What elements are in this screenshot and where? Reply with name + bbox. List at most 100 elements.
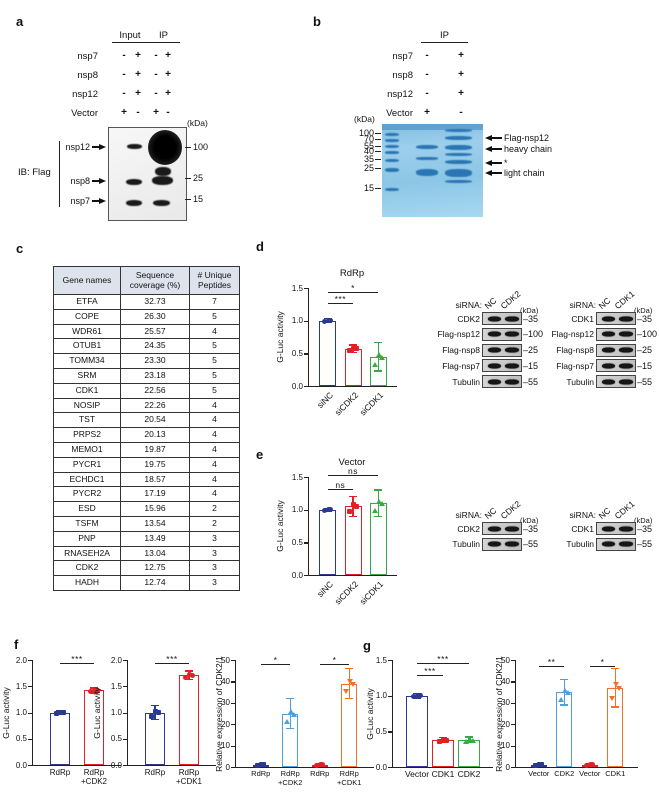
condition-sign: - — [154, 88, 158, 99]
marker-value: –55 — [637, 376, 653, 387]
ladder-band — [385, 188, 399, 191]
x-category-label: Vector — [404, 769, 430, 779]
marker-value: 40 — [363, 146, 374, 156]
protein-band — [505, 316, 519, 321]
y-tick-label: 40 — [501, 676, 510, 686]
vector-lane-band — [416, 169, 438, 176]
data-bar — [145, 712, 165, 765]
marker-tick — [185, 178, 191, 180]
table-cell: 19.87 — [120, 441, 190, 458]
table-cell: 4 — [189, 456, 240, 473]
y-tick-label: 0.0 — [291, 570, 303, 580]
marker-value: –100 — [637, 329, 658, 340]
blot-row: Flag-nsp8 –25 — [538, 343, 658, 357]
y-tick-label: 1.0 — [291, 316, 303, 326]
table-row: NOSIP 22.26 4 — [53, 397, 240, 414]
ladder-band — [385, 145, 399, 148]
y-axis-label: G-Luc activity — [92, 686, 102, 739]
table-cell: TOMM34 — [53, 353, 121, 369]
data-point-tri — [379, 354, 386, 360]
x-category-label: RdRp — [310, 769, 330, 778]
protein-band — [505, 541, 519, 547]
protein-band — [505, 379, 519, 385]
blot-membrane — [482, 327, 522, 341]
protein-band — [619, 379, 633, 385]
table-cell: 22.56 — [120, 382, 190, 399]
arrow-line — [492, 162, 502, 164]
y-tick-label: 1.5 — [291, 472, 303, 482]
table-header: Sequence coverage (%) — [120, 266, 190, 295]
table-cell: 32.73 — [120, 294, 190, 310]
table-cell: 23.18 — [120, 367, 190, 384]
significance-line: *** — [155, 654, 189, 664]
table-row: ESD 15.96 2 — [53, 501, 240, 517]
y-tick-label: 1.5 — [110, 681, 122, 691]
kda-unit-label: (kDa) — [520, 306, 539, 315]
blot-row: Flag-nsp12 –100 — [538, 327, 658, 341]
y-tick-label: 0.5 — [375, 726, 387, 736]
y-axis-tick — [28, 738, 33, 740]
y-tick-label: 0.5 — [15, 734, 27, 744]
significance-line: ** — [538, 657, 565, 668]
error-bar-cap — [286, 697, 295, 700]
error-bar-cap — [345, 667, 354, 670]
significance-label: *** — [437, 653, 449, 664]
table-cell: 4 — [189, 441, 240, 458]
data-point-square — [440, 737, 446, 743]
coomassie-gel — [382, 124, 483, 217]
y-tick-label: 1.5 — [15, 681, 27, 691]
condition-sign: + — [165, 88, 171, 99]
arrow-right-icon — [99, 144, 106, 150]
y-tick-label: 2.0 — [110, 655, 122, 665]
blot-row: Flag-nsp8 –25 — [424, 343, 544, 357]
significance-line: * — [589, 657, 616, 668]
y-axis-tick — [388, 731, 393, 733]
blot-sicdk1-vector: siRNA: NC CDK1 (kDa) CDK1 –35 Tubulin –55 — [538, 498, 658, 554]
significance-label: * — [332, 655, 337, 666]
condition-sign: + — [458, 88, 464, 99]
table-row: COPE 26.30 5 — [53, 308, 240, 325]
table-cell: 5 — [189, 338, 240, 355]
protein-band — [619, 541, 633, 547]
y-axis-label: G-Luc activity — [1, 686, 11, 739]
table-cell: 3 — [189, 530, 240, 547]
table-row: WDR61 25.57 4 — [53, 323, 240, 340]
table-cell: MEMO1 — [53, 441, 121, 458]
x-category-label: CDK2 — [554, 769, 575, 778]
table-cell: 18.57 — [120, 471, 190, 488]
panel-label-e: e — [256, 447, 264, 462]
condition-sign: + — [424, 107, 430, 118]
chart-plot-area: 0.0 0.5 1.0 1.5 Vector CDK1 CDK2 *** *** — [376, 654, 493, 779]
y-axis-label: G-Luc activity — [275, 311, 285, 363]
y-axis-tick — [304, 477, 309, 479]
ladder-band — [385, 159, 399, 162]
nsp-lane-band — [445, 169, 472, 177]
data-point-tri — [562, 687, 569, 693]
protein-band — [487, 541, 501, 547]
table-row: PYCR2 17.19 4 — [53, 486, 240, 503]
data-point-square — [436, 738, 442, 744]
band-arrow-row: nsp12 — [40, 142, 106, 152]
ladder-band — [385, 151, 399, 154]
y-axis-tick — [304, 320, 309, 322]
chart-plot-area: 0 10 20 30 40 50 Vector CDK2 Vector CDK1 ** * — [501, 656, 638, 778]
blot-target-label: Tubulin — [566, 539, 594, 550]
y-axis-tick — [123, 765, 128, 767]
significance-label: *** — [424, 665, 436, 676]
significance-label: *** — [166, 653, 178, 664]
table-cell: 5 — [189, 367, 240, 384]
gel-arrow-label: Flag-nsp12 — [504, 133, 550, 143]
table-cell: SRM — [53, 367, 121, 384]
chart-plot-area: 0.0 0.5 1.0 1.5 2.0 RdRp RdRp +CDK2 *** — [16, 654, 121, 786]
data-point-circle — [590, 762, 596, 768]
data-point-circle — [91, 687, 97, 693]
marker-value: 15 — [363, 183, 374, 193]
y-tick-label: 0.5 — [291, 537, 303, 547]
data-point-circle — [587, 762, 593, 768]
condition-sign: - — [122, 50, 126, 61]
significance-label: ns — [347, 466, 358, 477]
table-cell: 13.04 — [120, 545, 190, 562]
blot-target-label: CDK1 — [571, 313, 594, 324]
y-axis-label: G-Luc activity — [365, 687, 375, 740]
marker-value: 25 — [193, 173, 204, 183]
